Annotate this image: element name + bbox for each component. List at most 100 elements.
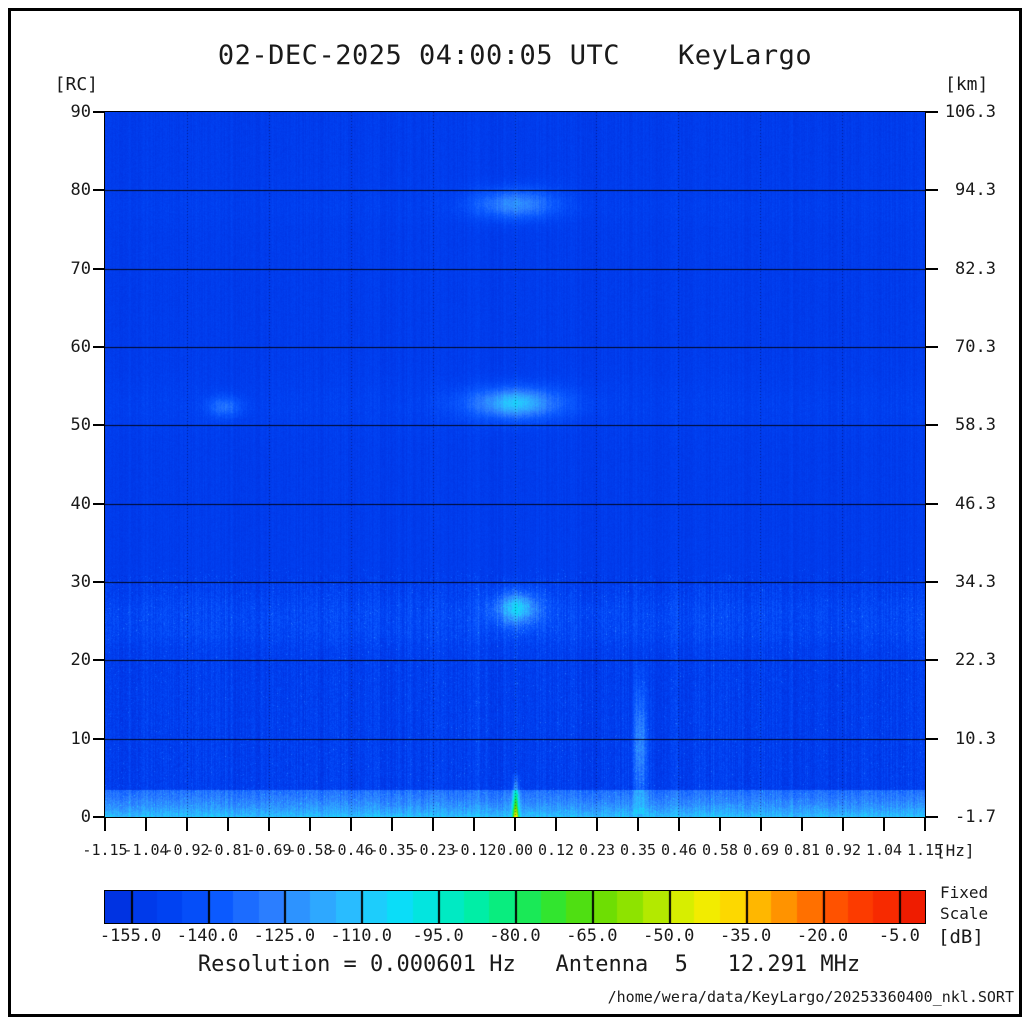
x-axis-tick-mark: [842, 818, 844, 831]
title-station: KeyLargo: [678, 40, 813, 71]
y-axis-left-tick-label: 90: [70, 102, 91, 122]
x-axis-tick-label: -0.81: [205, 841, 251, 859]
colorbar-tick-label: -155.0: [99, 926, 162, 946]
x-axis-unit: [Hz]: [936, 841, 975, 860]
x-axis-tick-label: -1.04: [123, 841, 169, 859]
y-axis-left-tick-label: 70: [70, 258, 91, 279]
x-axis-tick-label: 0.58: [701, 841, 739, 859]
x-axis-tick-label: -0.12: [451, 841, 497, 859]
x-axis-tick-label: 0.46: [660, 841, 698, 859]
x-axis-tick-mark: [268, 818, 270, 831]
x-axis-tick-mark: [678, 818, 680, 831]
x-axis-tick-mark: [555, 818, 557, 831]
y-axis-right-tick-label: 82.3: [955, 258, 996, 279]
x-axis-tick-label: 0.23: [578, 841, 616, 859]
spectrogram-canvas: [105, 112, 925, 817]
y-axis-left-tick-label: 40: [70, 493, 91, 514]
y-axis-right-tick-mark: [926, 502, 938, 505]
x-axis-tick-label: -0.69: [246, 841, 292, 859]
y-axis-left-tick-mark: [93, 502, 105, 505]
colorbar-tick-label: -125.0: [253, 926, 316, 946]
y-axis-left-tick-label: 0: [80, 807, 91, 827]
x-axis-tick-label: 0.35: [619, 841, 657, 859]
y-axis-right-tick-mark: [926, 189, 938, 192]
y-axis-left-tick-label: 60: [70, 337, 91, 357]
y-axis-left-tick-mark: [93, 346, 105, 348]
x-axis-tick-label: -0.35: [369, 841, 415, 859]
y-axis-left-tick-label: 20: [70, 650, 91, 671]
x-axis-tick-mark: [186, 818, 188, 831]
y-axis-right-tick-label: 22.3: [955, 650, 996, 671]
colorbar-tick-label: -50.0: [643, 926, 695, 946]
y-axis-right-tick-mark: [926, 111, 938, 113]
x-axis-tick-mark: [719, 818, 721, 831]
y-axis-left-tick-label: 50: [70, 415, 91, 436]
colorbar-mode-fixed: Fixed: [940, 883, 989, 902]
x-axis-tick-mark: [104, 818, 106, 831]
y-axis-left-tick-mark: [93, 737, 105, 740]
colorbar: [104, 890, 926, 924]
y-axis-right-tick-mark: [926, 267, 938, 270]
x-axis-tick-mark: [309, 818, 311, 831]
y-axis-right-tick-mark: [926, 346, 938, 348]
title-bar: 02-DEC-2025 04:00:05 UTC KeyLargo: [0, 40, 1030, 71]
x-axis-tick-mark: [432, 818, 434, 831]
x-axis-tick-mark: [883, 818, 885, 831]
y-axis-right-tick-label: -1.7: [955, 807, 996, 827]
y-axis-left-unit: [RC]: [54, 74, 98, 95]
title-datetime: 02-DEC-2025 04:00:05 UTC: [217, 40, 621, 71]
y-axis-right-tick-mark: [926, 659, 938, 662]
file-path-text: /home/wera/data/KeyLargo/20253360400_nkl…: [607, 988, 1014, 1006]
colorbar-tick-label: -110.0: [330, 926, 392, 946]
y-axis-right-tick-label: 70.3: [955, 337, 996, 357]
y-axis-right-tick-label: 106.3: [944, 102, 996, 122]
y-axis-left-tick-mark: [93, 424, 105, 427]
y-axis-left-tick-label: 10: [70, 728, 91, 749]
x-axis-tick-mark: [637, 818, 639, 831]
colorbar-mode-scale: Scale: [940, 904, 989, 923]
colorbar-tick-label: -5.0: [878, 926, 920, 946]
y-axis-left-tick-mark: [93, 581, 105, 583]
y-axis-right-tick-mark: [926, 581, 938, 583]
x-axis-tick-mark: [350, 818, 352, 831]
x-axis-tick-label: 0.92: [824, 841, 862, 859]
y-axis-right-tick-label: 58.3: [955, 415, 996, 436]
y-axis-left-tick-mark: [93, 816, 105, 818]
y-axis-left-tick-mark: [93, 659, 105, 662]
x-axis-tick-label: -0.46: [328, 841, 374, 859]
colorbar-tick-label: -80.0: [489, 926, 541, 946]
y-axis-right-tick-mark: [926, 816, 938, 818]
x-axis-tick-mark: [145, 818, 147, 831]
y-axis-right-tick-mark: [926, 737, 938, 740]
x-axis-tick-label: 0.81: [783, 841, 821, 859]
x-axis-tick-label: 1.04: [865, 841, 903, 859]
x-axis-tick-mark: [514, 818, 516, 831]
y-axis-right-tick-label: 94.3: [955, 180, 996, 201]
outer-border: [8, 8, 1022, 1017]
y-axis-right-tick-mark: [926, 424, 938, 427]
colorbar-tick-label: -35.0: [720, 926, 772, 946]
y-axis-right-tick-label: 46.3: [955, 493, 996, 514]
y-axis-left-tick-label: 80: [70, 180, 91, 201]
colorbar-tick-label: -140.0: [176, 926, 239, 946]
x-axis-tick-label: -1.15: [82, 841, 128, 859]
resolution-text: Resolution = 0.000601 Hz Antenna 5 12.29…: [197, 952, 861, 977]
y-axis-left-tick-mark: [93, 189, 105, 192]
spectrogram-plot-area: [104, 111, 926, 818]
y-axis-left-tick-mark: [93, 267, 105, 270]
x-axis-tick-mark: [473, 818, 475, 831]
y-axis-right-tick-label: 34.3: [955, 572, 996, 592]
y-axis-left-tick-mark: [93, 111, 105, 113]
x-axis-tick-label: -0.92: [164, 841, 210, 859]
colorbar-unit: [dB]: [938, 926, 984, 948]
x-axis-tick-mark: [924, 818, 926, 831]
colorbar-canvas: [105, 891, 925, 923]
x-axis-tick-mark: [596, 818, 598, 831]
y-axis-left-tick-label: 30: [70, 572, 91, 592]
x-axis-tick-label: -0.58: [287, 841, 333, 859]
x-axis-tick-label: 0.00: [496, 841, 534, 859]
colorbar-tick-label: -95.0: [412, 926, 464, 946]
colorbar-tick-label: -20.0: [796, 926, 849, 946]
x-axis-tick-label: -0.23: [410, 841, 456, 859]
